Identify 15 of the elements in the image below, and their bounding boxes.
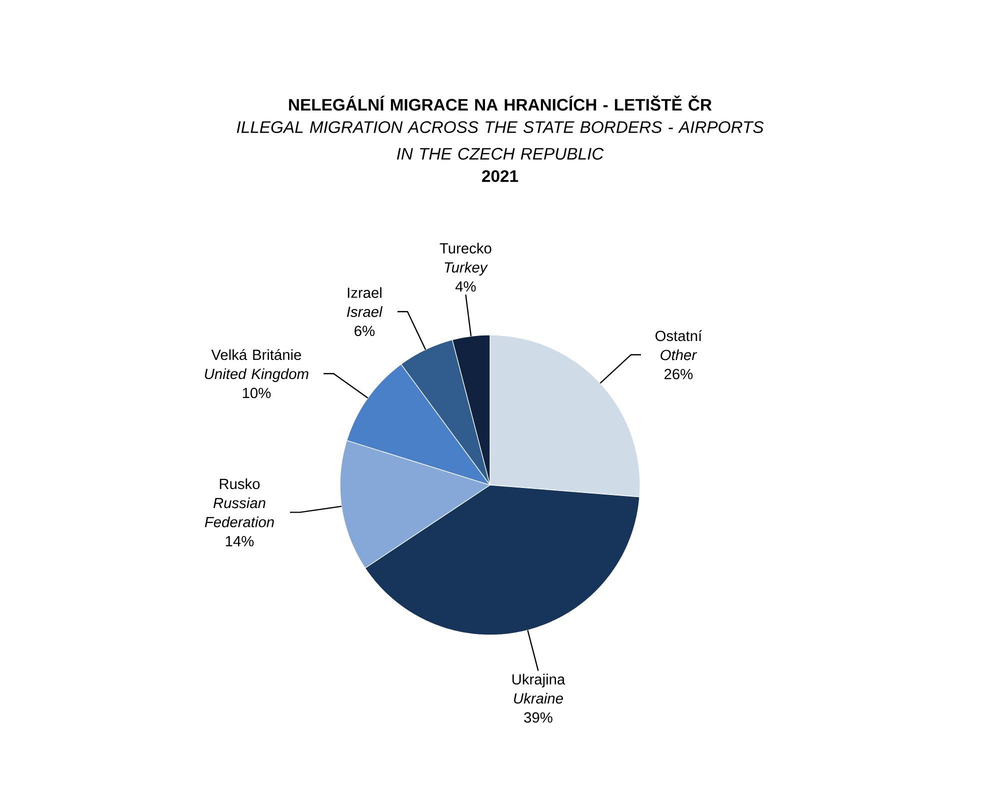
data-label: 10%: [242, 388, 271, 398]
slice-label: Ostatní Other: [655, 330, 702, 360]
chart-subtitle: ILLEGAL MIGRATION ACROSS THE STATE BORDERS - AIRPORTS IN THE CZECH REPUBLIC: [236, 121, 764, 160]
data-label: 6%: [354, 326, 375, 336]
slice-label: Izrael Israel: [346, 287, 383, 318]
data-label: 26%: [664, 368, 693, 380]
data-label: 4%: [455, 281, 476, 292]
data-label: 39%: [524, 712, 552, 723]
slice-label: Rusko Russian Federation: [204, 478, 274, 528]
text: 2021: [482, 170, 518, 182]
chart-title: NELEGÁLNÍ MIGRACE NA HRANICÍCH - LETIŠTĚ ČR: [289, 96, 712, 111]
data-label: 14%: [226, 536, 254, 546]
slice-label: Ukrajina Ukraine: [512, 674, 566, 704]
slice-label: Velká Británie United Kingdom: [204, 349, 308, 382]
slice-label: Turecko Turkey: [440, 242, 492, 276]
